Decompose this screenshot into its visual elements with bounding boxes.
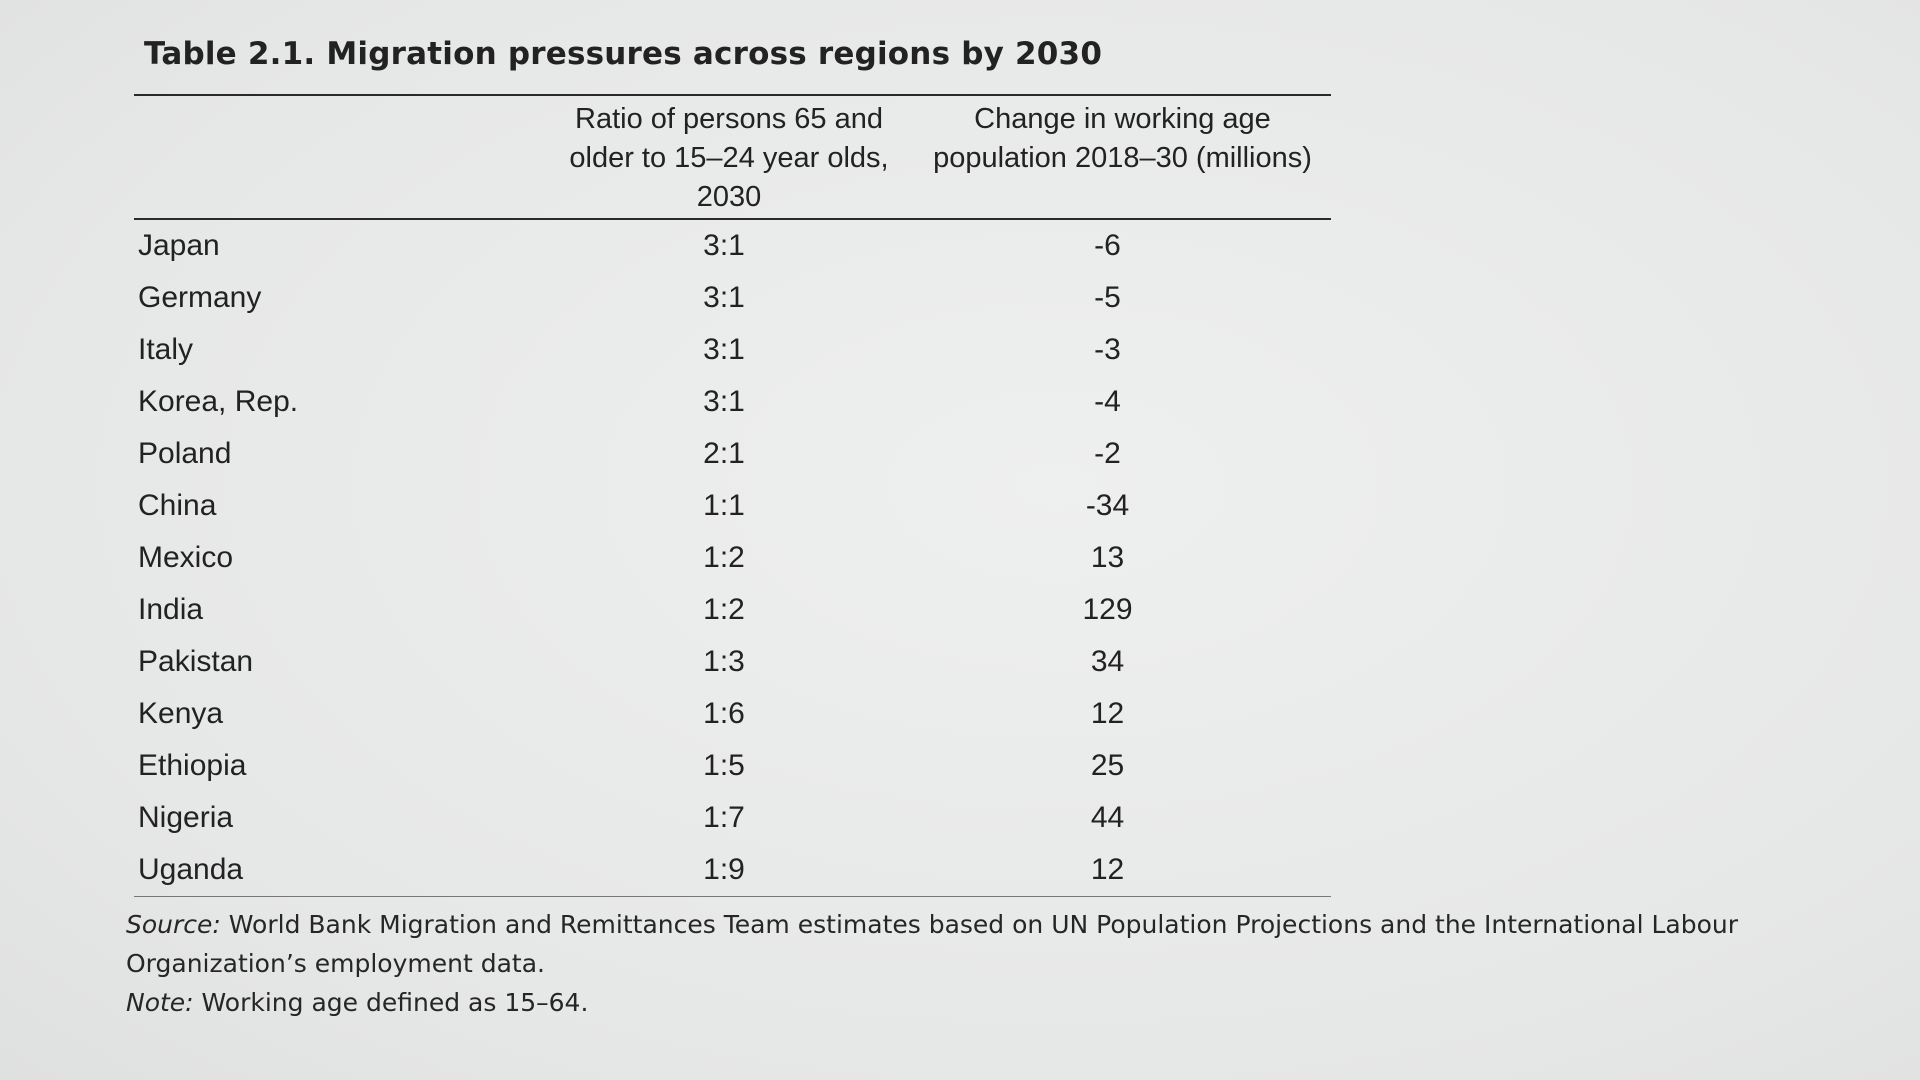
change-cell: -3 (1094, 333, 1121, 366)
country-cell: Ethiopia (138, 749, 247, 782)
ratio-cell: 3:1 (703, 385, 745, 418)
header-change-line1: Change in working age (974, 103, 1271, 135)
source-text: World Bank Migration and Remittances Tea… (126, 910, 1739, 978)
change-cell: 34 (1090, 645, 1125, 678)
table-row: Poland 2:1 -2 (134, 428, 1331, 480)
ratio-cell: 1:3 (703, 645, 745, 678)
country-cell: Germany (138, 281, 262, 314)
country-cell: Kenya (138, 697, 224, 730)
country-cell: Japan (138, 229, 220, 262)
ratio-cell: 1:7 (703, 801, 745, 834)
document-page: Table 2.1. Migration pressures across re… (126, 36, 1750, 1022)
change-cell: 12 (914, 844, 1331, 897)
country-cell: Nigeria (138, 801, 234, 834)
ratio-cell: 1:2 (703, 593, 745, 626)
table-row: Uganda 1:9 12 (134, 844, 1331, 897)
table-notes: Source: World Bank Migration and Remitta… (126, 905, 1746, 1022)
table-header-row: Ratio of persons 65 and older to 15–24 y… (134, 95, 1331, 219)
source-note: Source: World Bank Migration and Remitta… (126, 905, 1746, 983)
ratio-cell: 1:2 (703, 541, 745, 574)
table-title: Table 2.1. Migration pressures across re… (144, 36, 1103, 72)
table-row: Ethiopia 1:5 25 (134, 740, 1331, 792)
change-cell: 12 (1090, 697, 1125, 730)
change-cell: -34 (1085, 489, 1130, 522)
header-change: Change in working age population 2018–30… (914, 95, 1331, 219)
country-cell: Italy (138, 333, 194, 366)
table-row: Nigeria 1:7 44 (134, 792, 1331, 844)
ratio-cell: 3:1 (703, 281, 745, 314)
change-cell: 44 (1090, 801, 1125, 834)
ratio-cell: 3:1 (703, 229, 745, 262)
ratio-cell: 2:1 (703, 437, 745, 470)
country-cell: Korea, Rep. (138, 385, 299, 418)
change-cell: -6 (1094, 229, 1121, 262)
ratio-cell: 1:5 (703, 749, 745, 782)
table-row: Germany 3:1 -5 (134, 272, 1331, 324)
migration-table: Ratio of persons 65 and older to 15–24 y… (134, 94, 1331, 897)
header-ratio: Ratio of persons 65 and older to 15–24 y… (544, 95, 914, 219)
change-cell: -2 (1094, 437, 1121, 470)
change-cell: 129 (1082, 593, 1133, 626)
header-ratio-line1: Ratio of persons 65 and (575, 103, 883, 135)
table-row: Kenya 1:6 12 (134, 688, 1331, 740)
country-cell: China (138, 489, 217, 522)
country-cell: Uganda (134, 844, 544, 897)
change-cell: 13 (1090, 541, 1125, 574)
country-cell: Poland (138, 437, 232, 470)
change-cell: -4 (1094, 385, 1121, 418)
country-cell: India (138, 593, 204, 626)
table-row: China 1:1 -34 (134, 480, 1331, 532)
change-cell: 25 (1090, 749, 1125, 782)
source-label: Source: (126, 910, 221, 939)
table-row: Pakistan 1:3 34 (134, 636, 1331, 688)
country-cell: Pakistan (138, 645, 254, 678)
note-label: Note: (126, 988, 194, 1017)
header-ratio-line3: 2030 (696, 181, 762, 213)
country-cell: Mexico (138, 541, 234, 574)
header-change-line2: population 2018–30 (millions) (933, 142, 1312, 174)
table-row: Japan 3:1 -6 (134, 219, 1331, 272)
ratio-cell: 3:1 (703, 333, 745, 366)
change-cell: -5 (1094, 281, 1121, 314)
ratio-cell: 1:1 (703, 489, 745, 522)
table-row: Italy 3:1 -3 (134, 324, 1331, 376)
header-ratio-line2: older to 15–24 year olds, (569, 142, 889, 174)
table-row: Mexico 1:2 13 (134, 532, 1331, 584)
table-row: India 1:2 129 (134, 584, 1331, 636)
ratio-cell: 1:6 (703, 697, 745, 730)
ratio-cell: 1:9 (544, 844, 914, 897)
working-age-note: Note: Working age defined as 15–64. (126, 983, 1746, 1022)
note-text: Working age defined as 15–64. (193, 988, 589, 1017)
table-row: Korea, Rep. 3:1 -4 (134, 376, 1331, 428)
header-country (134, 95, 544, 219)
